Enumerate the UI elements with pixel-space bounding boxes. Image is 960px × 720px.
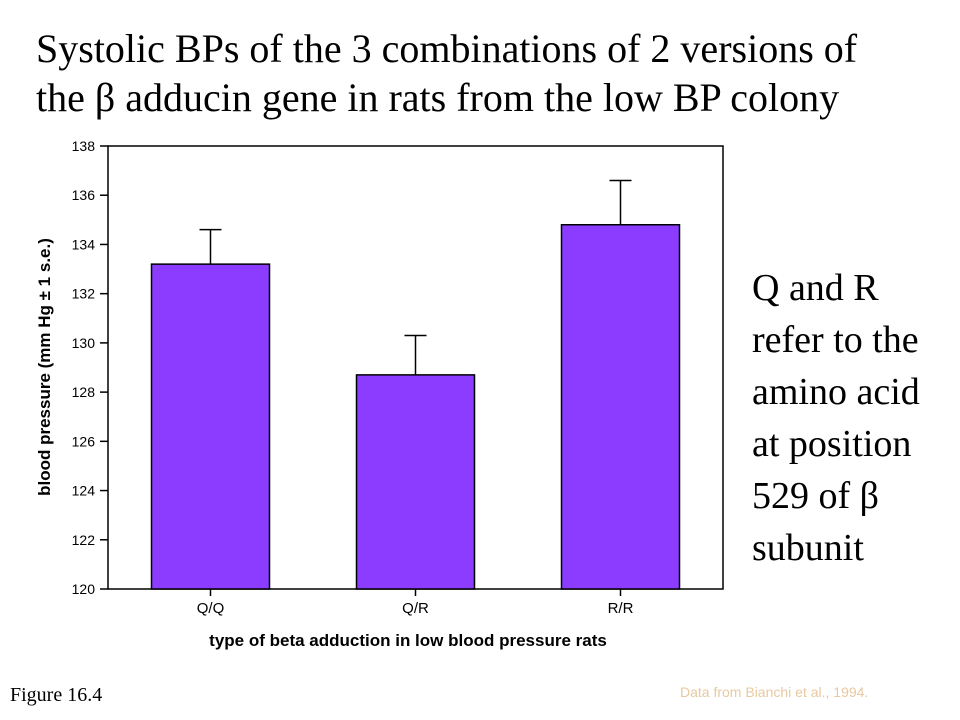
x-tick-label: Q/R (402, 600, 429, 617)
y-tick-label: 120 (72, 581, 96, 597)
y-axis: 120 122 124 126 128 130 132 134 136 138 (72, 138, 108, 597)
title-line-1: Systolic BPs of the 3 combinations of 2 … (36, 26, 858, 71)
y-axis-title: blood pressure (mm Hg ± 1 s.e.) (35, 238, 54, 496)
x-tick-label: Q/Q (197, 600, 225, 617)
y-tick-label: 130 (72, 335, 96, 351)
x-tick-label: R/R (608, 600, 634, 617)
figure-label: Figure 16.4 (10, 684, 103, 706)
x-axis-title: type of beta adduction in low blood pres… (209, 631, 607, 650)
y-tick-label: 132 (72, 286, 96, 302)
title-line-2: the β adducin gene in rats from the low … (36, 75, 840, 120)
y-tick-label: 122 (72, 532, 96, 548)
y-tick-label: 128 (72, 384, 96, 400)
y-tick-label: 126 (72, 433, 96, 449)
y-tick-label: 134 (72, 236, 96, 252)
bars (150, 224, 681, 590)
y-tick-label: 124 (72, 483, 96, 499)
slide-title: Systolic BPs of the 3 combinations of 2 … (36, 24, 936, 122)
bar-q-r (355, 374, 476, 590)
bar-q-q (150, 263, 271, 590)
error-bars (199, 179, 632, 375)
x-axis: Q/Q Q/R R/R (197, 589, 634, 617)
bar-r-r (560, 224, 681, 590)
y-tick-label: 136 (72, 187, 96, 203)
side-note: Q and R refer to the amino acid at posit… (752, 267, 920, 569)
y-tick-label: 138 (72, 138, 96, 154)
source-note: Data from Bianchi et al., 1994. (680, 684, 869, 700)
